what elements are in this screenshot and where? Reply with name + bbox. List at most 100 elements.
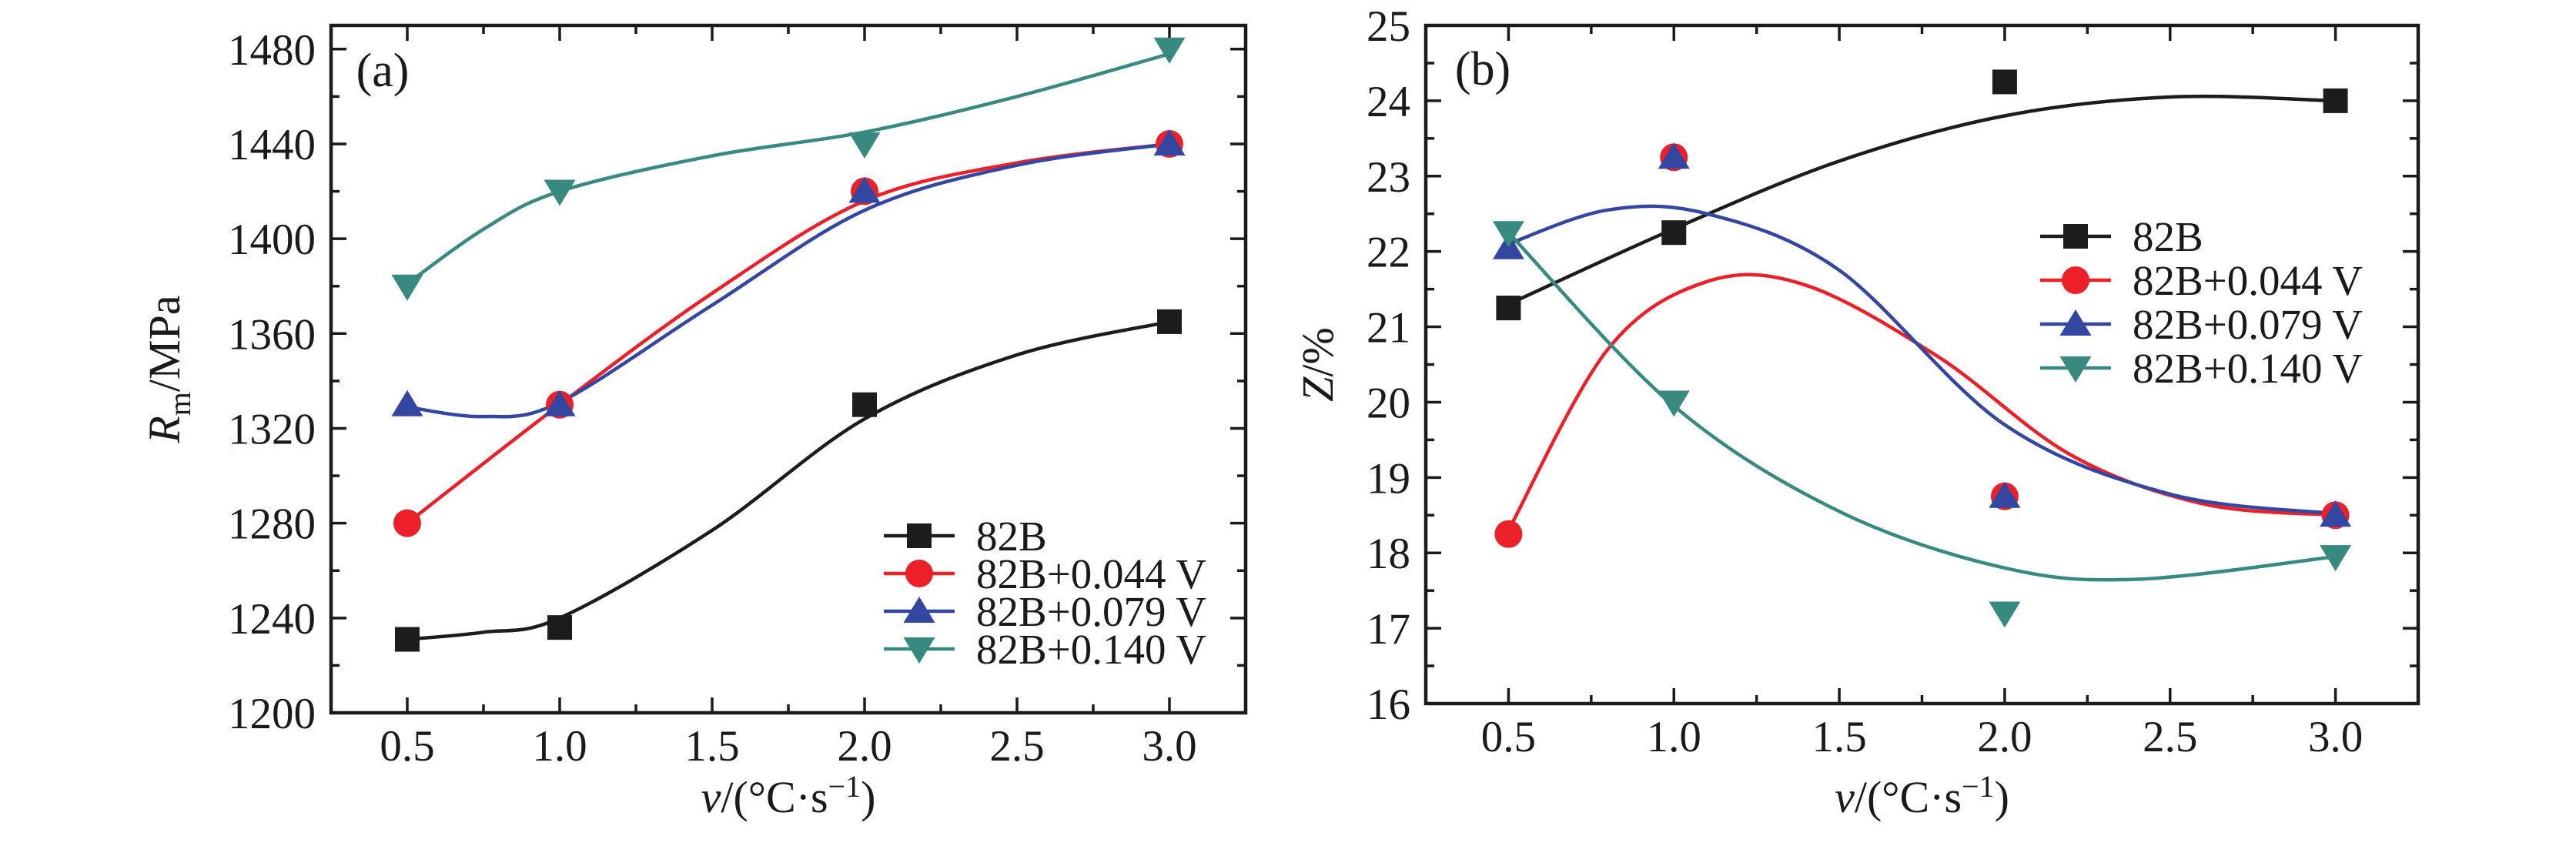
legend-label: 82B bbox=[976, 513, 1047, 560]
y-axis-title: Z/% bbox=[1293, 327, 1343, 402]
ticks bbox=[331, 25, 1246, 713]
legend-marker-square bbox=[907, 523, 932, 548]
title-segment: /(°C·s bbox=[1855, 772, 1962, 822]
marker-82B bbox=[1496, 296, 1521, 321]
legend-label: 82B+0.079 V bbox=[976, 588, 1206, 635]
legend-entry: 82B bbox=[2040, 213, 2203, 260]
marker-82B+0.140 V bbox=[2320, 545, 2352, 572]
legend-marker-triangle-up bbox=[903, 597, 935, 623]
x-tick-label: 2.0 bbox=[1977, 713, 2032, 761]
curve-82B bbox=[1507, 94, 2337, 306]
y-tick-label: 19 bbox=[1367, 454, 1410, 503]
y-tick-label: 1400 bbox=[228, 216, 316, 264]
legend-label: 82B+0.044 V bbox=[2133, 257, 2363, 304]
y-tick-label: 17 bbox=[1367, 605, 1410, 654]
x-axis-title: v/(°C·s−1) bbox=[1835, 769, 2009, 822]
marker-82B bbox=[2323, 88, 2348, 113]
legend-entry: 82B+0.140 V bbox=[884, 626, 1206, 673]
curve-82B+0.044 V bbox=[405, 142, 1172, 525]
y-tick-label: 1240 bbox=[228, 595, 316, 644]
y-tick-label: 16 bbox=[1367, 680, 1410, 729]
legend-marker-triangle-down bbox=[2059, 356, 2092, 383]
marker-82B+0.079 V bbox=[391, 390, 423, 416]
marker-82B bbox=[395, 627, 420, 652]
x-tick-label: 1.5 bbox=[684, 722, 739, 771]
legend-marker-triangle-up bbox=[2059, 309, 2092, 336]
y-tick-label: 23 bbox=[1367, 153, 1410, 202]
marker-82B+0.079 V bbox=[1658, 142, 1690, 169]
marker-82B bbox=[852, 392, 877, 417]
legend-label: 82B bbox=[2133, 213, 2203, 260]
marker-82B+0.140 V bbox=[1658, 390, 1690, 417]
marker-82B+0.079 V bbox=[1989, 481, 2021, 508]
marker-82B+0.079 V bbox=[1153, 129, 1186, 155]
legend-marker-square bbox=[2063, 224, 2088, 249]
title-segment: R bbox=[139, 416, 189, 443]
title-segment: v bbox=[1835, 772, 1855, 822]
y-tick-label: 24 bbox=[1367, 78, 1410, 126]
marker-82B+0.140 V bbox=[391, 274, 423, 301]
y-tick-label: 1320 bbox=[228, 405, 316, 453]
curve-82B+0.140 V bbox=[1507, 230, 2337, 582]
y-axis-title: Rm/MPa bbox=[139, 295, 197, 443]
legend-entry: 82B+0.044 V bbox=[2040, 257, 2363, 304]
marker-82B+0.140 V bbox=[1989, 601, 2021, 628]
marker-82B bbox=[1157, 309, 1182, 334]
title-segment: /% bbox=[1293, 327, 1343, 376]
y-tick-label: 1200 bbox=[228, 690, 316, 738]
y-tick-label: 1280 bbox=[228, 500, 316, 549]
x-tick-label: 1.0 bbox=[1647, 713, 1701, 761]
curve-82B+0.044 V bbox=[1507, 273, 2337, 533]
panel-b: 0.5 1.0 1.5 2.0 2.5 3.0 16 17 18 19 20 21 22 23 24 25 (b… bbox=[1293, 2, 2420, 822]
x-tick-label: 0.5 bbox=[1481, 713, 1536, 761]
x-tick-label: 3.0 bbox=[2308, 713, 2363, 761]
legend-entry: 82B+0.044 V bbox=[884, 550, 1206, 597]
ticks bbox=[1426, 25, 2418, 704]
x-axis-title: v/(°C·s−1) bbox=[701, 769, 876, 822]
y-tick-label: 18 bbox=[1367, 530, 1410, 578]
title-segment: −1 bbox=[828, 769, 861, 804]
legend-marker-circle bbox=[905, 560, 933, 587]
legend-entry: 82B+0.140 V bbox=[2040, 345, 2363, 392]
marker-82B+0.140 V bbox=[1153, 37, 1186, 64]
legend-label: 82B+0.140 V bbox=[976, 626, 1206, 673]
x-tick-label: 1.0 bbox=[532, 722, 587, 771]
marker-82B+0.079 V bbox=[544, 390, 576, 416]
x-tick-label: 3.0 bbox=[1142, 722, 1196, 771]
title-segment: v bbox=[701, 772, 721, 822]
x-tick-label: 2.5 bbox=[989, 722, 1044, 771]
legend-label: 82B+0.140 V bbox=[2133, 345, 2363, 392]
marker-82B+0.140 V bbox=[1492, 221, 1524, 248]
marker-82B bbox=[547, 615, 572, 640]
y-tick-label: 20 bbox=[1367, 379, 1410, 427]
y-tick-label: 1440 bbox=[228, 121, 316, 169]
panel-letter: (a) bbox=[356, 45, 410, 97]
title-segment: ) bbox=[861, 772, 875, 822]
legend-marker-circle bbox=[2062, 266, 2089, 294]
title-segment: Z bbox=[1293, 376, 1343, 402]
marker-82B+0.079 V bbox=[2320, 500, 2352, 527]
title-segment: ) bbox=[1995, 772, 2009, 822]
marker-82B+0.079 V bbox=[848, 176, 881, 203]
legend-label: 82B+0.044 V bbox=[976, 550, 1206, 597]
title-segment: /MPa bbox=[139, 295, 189, 392]
y-tick-label: 21 bbox=[1367, 304, 1410, 353]
title-segment: −1 bbox=[1962, 769, 1995, 804]
x-tick-label: 2.0 bbox=[837, 722, 892, 771]
x-tick-label: 1.5 bbox=[1812, 713, 1866, 761]
legend-entry: 82B+0.079 V bbox=[2040, 301, 2363, 348]
curve-82B+0.079 V bbox=[1507, 204, 2337, 516]
y-tick-label: 1360 bbox=[228, 310, 316, 359]
curve-82B+0.140 V bbox=[405, 52, 1172, 286]
curve-82B+0.079 V bbox=[405, 142, 1172, 419]
marker-82B+0.140 V bbox=[544, 179, 576, 206]
legend-label: 82B+0.079 V bbox=[2133, 301, 2363, 348]
curve-82B bbox=[405, 319, 1172, 641]
title-segment: /(°C·s bbox=[721, 772, 828, 822]
y-tick-label: 22 bbox=[1367, 229, 1410, 277]
panel-a: 0.5 1.0 1.5 2.0 2.5 3.0 1200 1240 1280 1320 1360 14… bbox=[139, 23, 1248, 822]
